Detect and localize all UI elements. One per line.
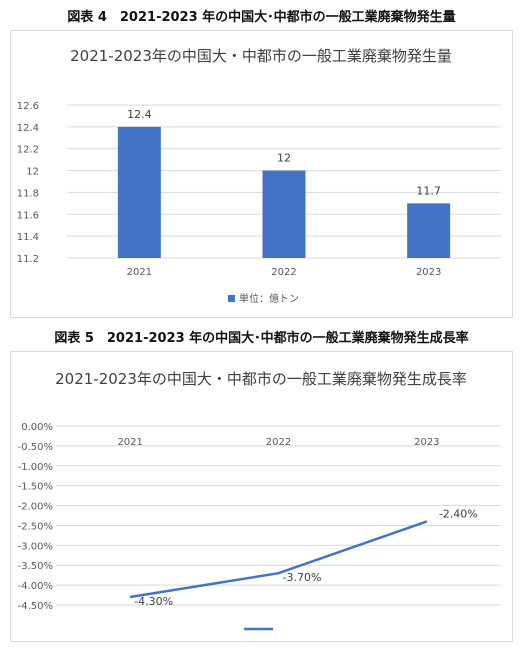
line-chart: 2021-2023年の中国大・中都市の一般工業廃棄物発生成長率 0.00% -0.… [18, 370, 501, 631]
legend-label: 単位：億トン [239, 292, 299, 305]
y-tick-label: -1.00% [18, 462, 53, 473]
bar-chart-data-labels: 12.4 12 11.7 [127, 108, 441, 198]
bar-chart: 2021-2023年の中国大・中都市の一般工業廃棄物発生量 11.211.411… [17, 47, 501, 305]
line-chart-y-ticks: 0.00% -0.50% -1.00% -1.50% -2.00% -2.50% -3.00… [18, 422, 53, 612]
y-tick-label: -0.50% [18, 442, 53, 453]
bar-chart-x-ticks: 2021 2022 2023 [127, 267, 442, 278]
y-tick-label: 11.2 [17, 254, 39, 265]
x-tick-label: 2022 [266, 437, 291, 448]
bar-chart-bars [117, 126, 451, 258]
figure-5-caption: 図表 5 2021-2023 年の中国大･中都市の一般工業廃棄物発生成長率 [54, 331, 469, 346]
bar [262, 170, 306, 258]
y-tick-label: -1.50% [18, 482, 53, 493]
bar-data-label: 11.7 [416, 184, 441, 197]
y-tick-label: -2.00% [18, 502, 53, 513]
y-tick-label: -3.50% [18, 561, 53, 572]
bar [407, 203, 451, 258]
bar-chart-container: 2021-2023年の中国大・中都市の一般工業廃棄物発生量 11.2 11.4 11… [10, 30, 513, 318]
line-data-label: -2.40% [439, 507, 478, 520]
y-tick-label: 12.4 [17, 123, 39, 134]
x-tick-label: 2021 [127, 267, 152, 278]
bar-data-label: 12 [277, 152, 291, 165]
x-tick-label: 2023 [414, 437, 439, 448]
figure-4-caption: 図表 4 2021-2023 年の中国大･中都市の一般工業廃棄物発生量 [67, 10, 456, 25]
line-chart-title: 2021-2023年の中国大・中都市の一般工業廃棄物発生成長率 [55, 370, 467, 388]
y-tick-label: 12.2 [17, 145, 39, 156]
y-tick-label: 12 [26, 167, 39, 178]
x-tick-label: 2021 [117, 437, 142, 448]
x-tick-label: 2022 [271, 267, 296, 278]
y-tick-label: -2.50% [18, 521, 53, 532]
line-chart-data-labels: -4.30% -3.70% -2.40% [134, 507, 478, 608]
y-tick-label: 0.00% [21, 422, 53, 433]
bar-chart-y-ticks: 11.2 11.4 11.6 11.8 12 12.2 12.4 12.6 [17, 101, 39, 265]
y-tick-label: -3.00% [18, 541, 53, 552]
line-series [129, 520, 428, 599]
line-chart-x-ticks: 2021 2022 2023 [117, 437, 439, 448]
y-tick-label: 11.6 [17, 210, 39, 221]
line-data-label: -4.30% [134, 595, 173, 608]
y-tick-label: -4.00% [18, 581, 53, 592]
y-tick-label: 11.4 [17, 232, 39, 243]
legend-swatch [228, 295, 235, 302]
bar-data-label: 12.4 [127, 108, 152, 121]
bar-chart-title: 2021-2023年の中国大・中都市の一般工業廃棄物発生量 [70, 47, 452, 65]
bar [117, 126, 161, 258]
y-tick-label: 12.6 [17, 101, 39, 112]
line-data-label: -3.70% [283, 571, 322, 584]
line-chart-container: 2021-2023年の中国大・中都市の一般工業廃棄物発生成長率 0.00% -0.… [10, 351, 513, 642]
x-tick-label: 2023 [416, 267, 441, 278]
line-chart-gridlines [56, 425, 501, 606]
y-tick-label: -4.50% [18, 601, 53, 612]
y-tick-label: 11.8 [17, 188, 39, 199]
bar-chart-legend: 単位：億トン [228, 292, 299, 305]
